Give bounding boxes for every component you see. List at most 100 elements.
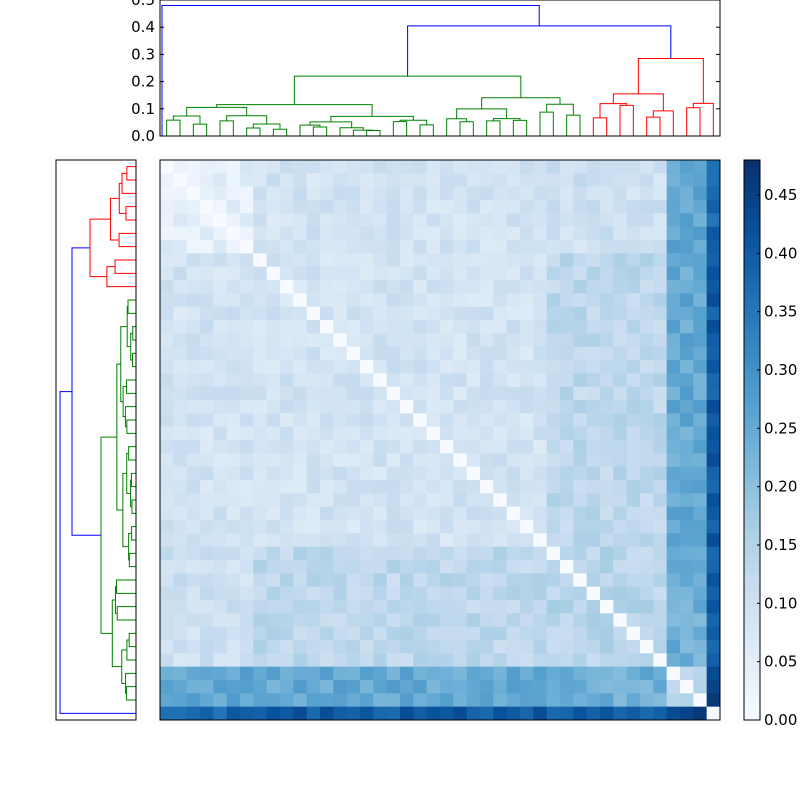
heatmap-cell	[306, 480, 321, 494]
heatmap-cell	[546, 373, 561, 388]
heatmap-cell	[160, 293, 174, 308]
heatmap-cell	[666, 573, 681, 588]
heatmap-cell	[333, 280, 348, 294]
heatmap-cell	[440, 653, 454, 668]
heatmap-cell	[160, 186, 174, 201]
heatmap-cell	[240, 626, 254, 641]
heatmap-cell	[546, 653, 561, 668]
heatmap-cell	[293, 306, 308, 321]
heatmap-cell	[293, 266, 308, 281]
heatmap-cell	[440, 213, 454, 228]
heatmap-cell	[400, 200, 414, 214]
heatmap-cell	[173, 306, 188, 321]
heatmap-cell	[173, 453, 188, 468]
heatmap-cell	[613, 400, 628, 414]
heatmap-cell	[546, 573, 561, 588]
heatmap-cell	[253, 453, 268, 468]
dendrogram-link	[118, 182, 126, 214]
dendrogram-link	[186, 106, 248, 117]
heatmap-cell	[560, 653, 574, 668]
heatmap-cell	[520, 200, 534, 214]
heatmap-cell	[666, 706, 681, 721]
heatmap-cell	[480, 440, 494, 454]
heatmap-cell	[240, 160, 254, 174]
heatmap-cell	[280, 533, 294, 548]
heatmap-cell	[400, 706, 414, 721]
heatmap-cell	[493, 293, 508, 308]
heatmap-cell	[413, 266, 428, 281]
y-tick-label: 0.3	[131, 45, 155, 63]
heatmap-cell	[160, 266, 174, 281]
dendrogram-link	[116, 606, 136, 621]
heatmap-cell	[200, 293, 214, 308]
heatmap-cell	[693, 413, 708, 428]
heatmap-cell	[400, 626, 414, 641]
heatmap-cell	[493, 466, 508, 481]
heatmap-cell	[573, 706, 588, 721]
heatmap-cell	[320, 546, 334, 561]
heatmap-cell	[506, 640, 521, 654]
heatmap-cell	[333, 520, 348, 534]
heatmap-cell	[466, 440, 481, 454]
heatmap-cell	[440, 706, 454, 721]
heatmap-cell	[453, 640, 468, 654]
dendrogram-link	[637, 57, 704, 104]
heatmap-cell	[293, 546, 308, 561]
heatmap-cell	[373, 373, 388, 388]
heatmap-cell	[680, 693, 694, 708]
heatmap-cell	[693, 426, 708, 441]
heatmap-cell	[186, 426, 201, 441]
heatmap-cell	[306, 533, 321, 548]
heatmap-cell	[680, 346, 694, 361]
heatmap-cell	[506, 693, 521, 708]
heatmap-cell	[640, 266, 654, 281]
dendrogram-link	[419, 124, 434, 136]
heatmap-cell	[240, 706, 254, 721]
heatmap-cell	[600, 186, 614, 201]
heatmap-cell	[293, 360, 308, 374]
heatmap-cell	[506, 493, 521, 508]
heatmap-cell	[493, 706, 508, 721]
heatmap-cell	[626, 386, 641, 401]
colorbar-tick-label: 0.05	[764, 653, 797, 671]
heatmap-cell	[613, 440, 628, 454]
heatmap-cell	[613, 613, 628, 628]
heatmap-cell	[626, 493, 641, 508]
heatmap-cell	[466, 253, 481, 268]
heatmap-cell	[600, 333, 614, 348]
heatmap-cell	[533, 426, 548, 441]
heatmap-cell	[640, 253, 654, 268]
heatmap-cell	[493, 653, 508, 668]
heatmap-cell	[186, 666, 201, 681]
heatmap-cell	[586, 400, 601, 414]
heatmap-cell	[466, 293, 481, 308]
heatmap-cell	[280, 306, 294, 321]
heatmap-cell	[426, 600, 441, 614]
heatmap-cell	[400, 293, 414, 308]
heatmap-cell	[360, 533, 374, 548]
heatmap-cell	[413, 320, 428, 334]
heatmap-cell	[173, 253, 188, 268]
heatmap-cell	[373, 493, 388, 508]
heatmap-cell	[546, 613, 561, 628]
heatmap-cell	[240, 453, 254, 468]
heatmap-cell	[333, 573, 348, 588]
heatmap-cell	[360, 333, 374, 348]
heatmap-cell	[373, 506, 388, 521]
heatmap-cells	[160, 160, 721, 721]
heatmap-cell	[560, 386, 574, 401]
dendrogram-link	[122, 386, 127, 418]
heatmap-cell	[293, 213, 308, 228]
dendrogram-link	[126, 419, 136, 434]
heatmap-cell	[480, 386, 494, 401]
heatmap-cell	[253, 320, 268, 334]
heatmap-cell	[426, 613, 441, 628]
heatmap-cell	[706, 626, 721, 641]
heatmap-cell	[600, 173, 614, 188]
heatmap-cell	[346, 613, 361, 628]
dendrogram-link	[122, 472, 129, 548]
heatmap-cell	[160, 413, 174, 428]
heatmap-cell	[280, 160, 294, 174]
heatmap-cell	[253, 533, 268, 548]
heatmap-cell	[466, 240, 481, 254]
